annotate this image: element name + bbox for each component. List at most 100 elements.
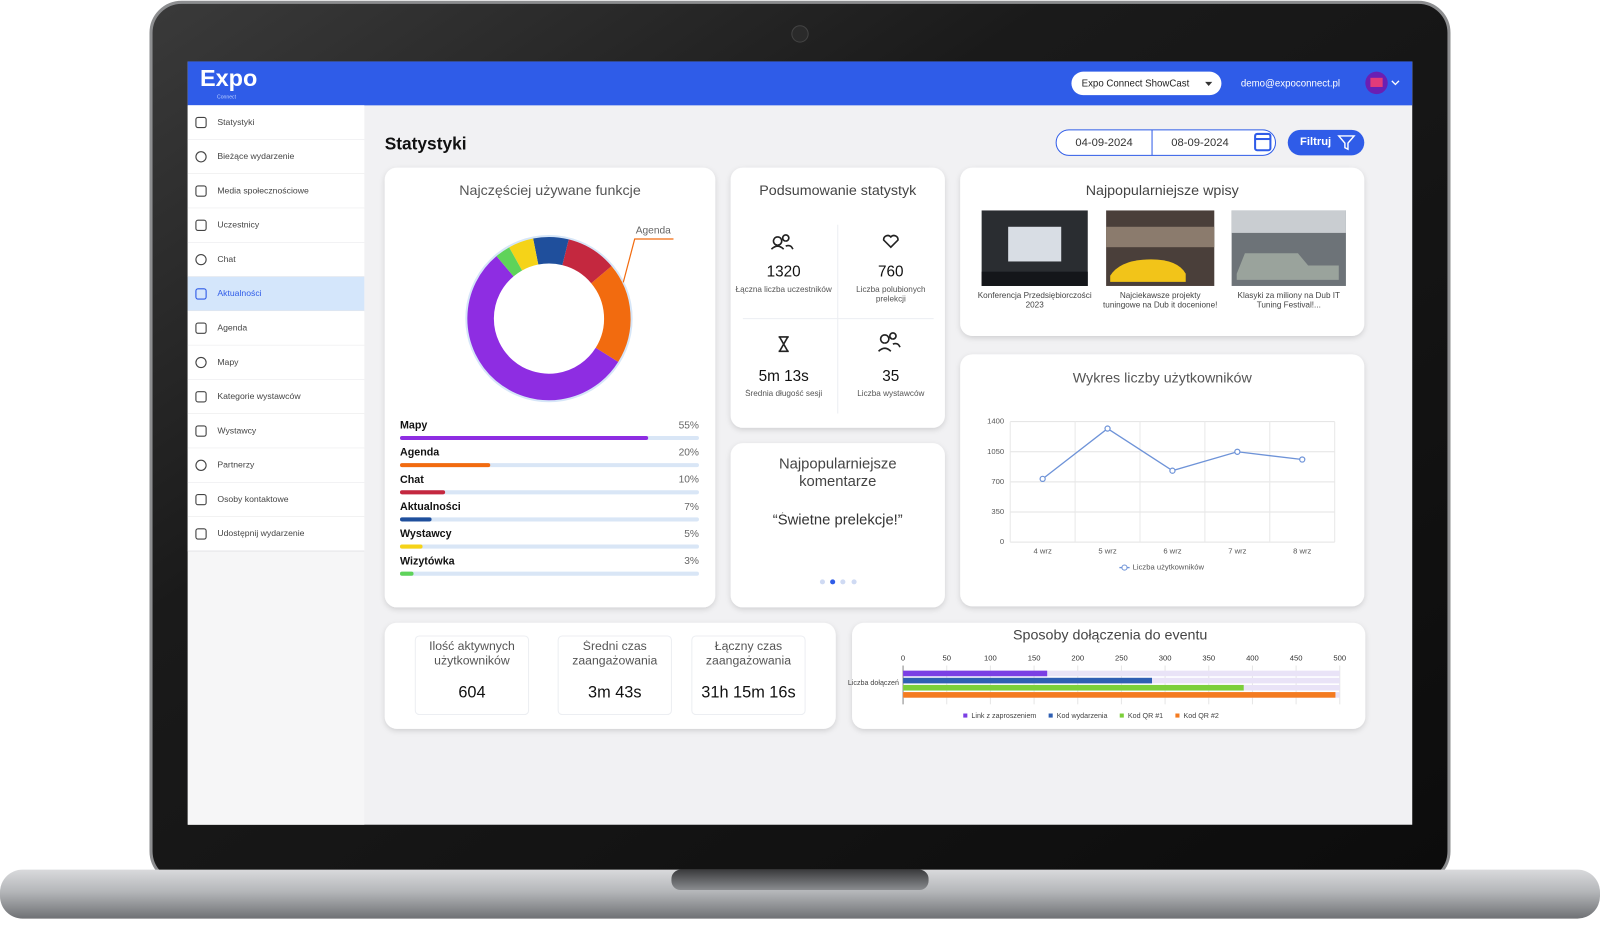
post-image-crowd <box>1106 226 1215 248</box>
feature-label: Chat <box>400 474 424 486</box>
laptop-base <box>0 869 1600 919</box>
y-tick-label: 1400 <box>987 417 1004 426</box>
legend-marker <box>1175 713 1180 718</box>
post-caption: Konferencja Przedsiębiorczości 2023 <box>977 291 1092 310</box>
stat-label-box: Liczba wystawców <box>857 389 924 398</box>
legend-marker <box>963 713 968 718</box>
event-select[interactable] <box>1071 71 1222 96</box>
line-point[interactable] <box>1234 448 1241 455</box>
x-tick-label: 150 <box>1028 653 1041 662</box>
bar[interactable] <box>903 692 1336 698</box>
legend-label: Kod wydarzenia <box>1057 712 1108 720</box>
donut-segment[interactable] <box>533 236 569 266</box>
sidebar-item[interactable] <box>187 173 365 209</box>
sidebar-item-label[interactable]: Statystyki <box>217 117 254 127</box>
donut-segment[interactable] <box>496 247 523 277</box>
sidebar-item-label[interactable]: Agenda <box>217 323 247 333</box>
post-image-stage <box>981 271 1088 286</box>
x-tick-label: 100 <box>984 653 997 662</box>
carousel-dot[interactable] <box>840 579 846 585</box>
bar[interactable] <box>903 677 1152 684</box>
date-range[interactable] <box>1055 129 1277 156</box>
y-tick-label: 0 <box>1000 537 1004 546</box>
donut-segment[interactable] <box>590 266 631 362</box>
post-caption: Klasyki za miliony na Dub IT Tuning Fest… <box>1237 291 1341 310</box>
sidebar-item[interactable] <box>187 516 365 552</box>
sidebar-item-label[interactable]: Kategorie wystawców <box>217 391 301 401</box>
line-point[interactable] <box>1299 456 1306 463</box>
sidebar-item-label[interactable]: Aktualności <box>217 288 261 298</box>
sidebar-item-label[interactable]: Udostępnij wydarzenie <box>217 528 304 538</box>
x-tick-label: 350 <box>1202 653 1215 662</box>
feature-percent: 7% <box>684 502 699 513</box>
y-tick-label: Liczba dołączeń <box>848 679 899 687</box>
sidebar-item-active[interactable] <box>187 276 365 312</box>
date-from[interactable]: 04-09-2024 <box>1075 137 1132 149</box>
carousel-dot[interactable] <box>851 579 857 585</box>
sidebar-item-label[interactable]: Wystawcy <box>217 425 257 435</box>
sidebar-item-label[interactable]: Uczestnicy <box>217 220 260 230</box>
sidebar-icon <box>195 288 207 300</box>
sidebar-item-label[interactable]: Mapy <box>217 357 239 367</box>
event-select-label[interactable]: Expo Connect ShowCast <box>1082 78 1190 89</box>
y-tick-label: 1050 <box>987 447 1004 456</box>
feature-bar <box>400 463 491 468</box>
sidebar-item[interactable] <box>187 413 365 449</box>
sidebar-icon <box>195 116 207 129</box>
calendar-icon[interactable] <box>1254 132 1272 152</box>
x-tick-label: 50 <box>942 653 951 662</box>
user-email[interactable]: demo@expoconnect.pl <box>1241 78 1340 89</box>
date-to[interactable]: 08-09-2024 <box>1171 137 1228 149</box>
sidebar-item[interactable] <box>187 482 365 517</box>
donut-segment[interactable] <box>509 238 539 271</box>
feature-percent: 3% <box>684 556 699 567</box>
sidebar-item[interactable] <box>187 139 365 174</box>
donut-segment[interactable] <box>561 239 612 284</box>
kpi-value: 604 <box>458 683 485 701</box>
legend-label: Liczba użytkowników <box>1133 563 1205 572</box>
sidebar-item[interactable] <box>187 242 365 277</box>
sidebar-item-label[interactable]: Chat <box>217 254 236 264</box>
sidebar-item-label[interactable]: Media społecznościowe <box>217 185 309 195</box>
sidebar-item[interactable] <box>187 379 365 414</box>
sidebar-item[interactable] <box>187 105 365 140</box>
sidebar-item[interactable] <box>187 208 365 243</box>
x-tick-label: 6 wrz <box>1163 546 1181 555</box>
sidebar-item-label[interactable]: Osoby kontaktowe <box>217 494 288 504</box>
bar[interactable] <box>903 670 1048 677</box>
camera <box>791 25 809 43</box>
sidebar-item[interactable] <box>187 448 365 483</box>
card-title-box: Najpopularniejsze komentarze <box>778 456 897 490</box>
x-tick-label: 300 <box>1159 653 1172 662</box>
post-image-car <box>1236 253 1339 280</box>
x-tick-label: 450 <box>1290 653 1303 662</box>
filter-button-label[interactable]: Filtruj <box>1300 136 1331 148</box>
carousel-dot[interactable] <box>819 579 825 585</box>
donut-segment[interactable] <box>467 256 619 401</box>
feature-bar <box>400 571 414 576</box>
kpi-label: Ilość aktywnych użytkowników <box>429 640 515 668</box>
feature-track <box>400 517 699 522</box>
card-title: Najpopularniejsze komentarze <box>778 456 897 490</box>
bar[interactable] <box>903 684 1244 691</box>
line-point[interactable] <box>1169 467 1176 474</box>
sidebar-item-label[interactable]: Partnerzy <box>217 460 255 470</box>
legend-marker <box>1048 713 1053 718</box>
line-point[interactable] <box>1104 425 1111 432</box>
sidebar-icon <box>195 253 207 266</box>
comment-text-box: “Świetne prelekcje!” <box>773 512 903 528</box>
x-tick-label: 4 wrz <box>1034 546 1052 555</box>
carousel-dot-active[interactable] <box>830 579 836 585</box>
card-comments <box>730 443 945 608</box>
stat-label-box: Liczba polubionych prelekcji <box>856 285 925 304</box>
x-tick-label: 250 <box>1115 653 1128 662</box>
line-point[interactable] <box>1039 475 1046 483</box>
sidebar-item[interactable] <box>187 345 365 380</box>
stat-value: 5m 13s <box>759 368 810 385</box>
feature-percent: 5% <box>684 529 699 540</box>
sidebar-item-label[interactable]: Bieżące wydarzenie <box>217 151 294 161</box>
sidebar-icon <box>195 219 207 232</box>
sidebar-item[interactable] <box>187 311 365 346</box>
